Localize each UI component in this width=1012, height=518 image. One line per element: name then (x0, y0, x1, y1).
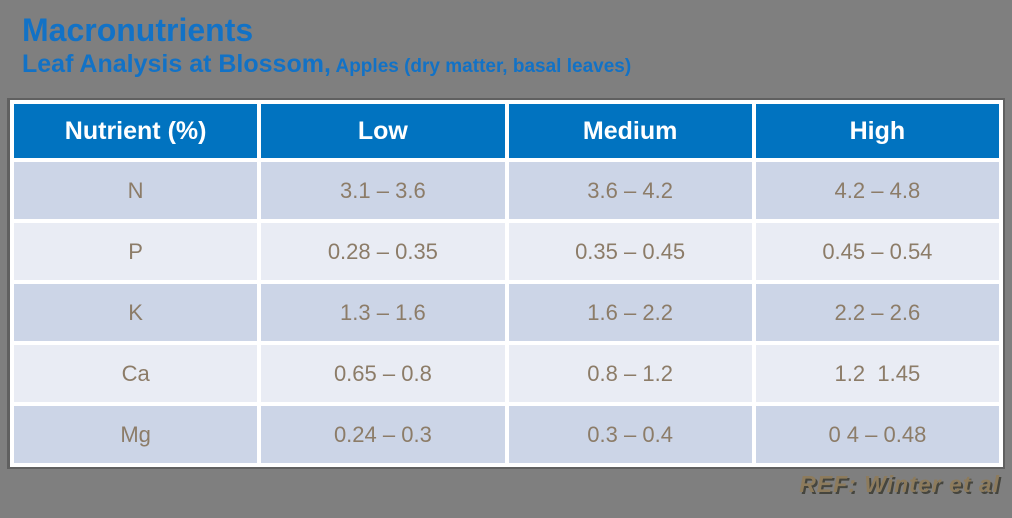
col-header-low: Low (261, 104, 505, 158)
high-cell: 0.45 – 0.54 (755, 223, 999, 280)
high-cell: 1.2 1.45 (755, 345, 999, 402)
page-title: Macronutrients (22, 12, 254, 48)
low-cell: 0.65 – 0.8 (261, 345, 505, 402)
nutrient-cell: K (14, 284, 258, 341)
subtitle-detail: Apples (dry matter, basal leaves) (330, 56, 632, 77)
low-cell: 0.28 – 0.35 (261, 223, 505, 280)
nutrient-cell: N (14, 162, 258, 219)
reference-text: REF: Winter et al (799, 471, 1000, 497)
nutrient-cell: Mg (14, 406, 258, 463)
table-row-n: N 3.1 – 3.6 3.6 – 4.2 4.2 – 4.8 (14, 162, 999, 219)
table-row-mg: Mg 0.24 – 0.3 0.3 – 0.4 0 4 – 0.48 (14, 406, 999, 463)
low-cell: 1.3 – 1.6 (261, 284, 505, 341)
high-cell: 2.2 – 2.6 (755, 284, 999, 341)
table-row-ca: Ca 0.65 – 0.8 0.8 – 1.2 1.2 1.45 (14, 345, 999, 402)
medium-cell: 0.3 – 0.4 (508, 406, 752, 463)
nutrient-table: Nutrient (%) Low Medium High N 3.1 – 3.6… (7, 98, 1005, 469)
table-row-p: P 0.28 – 0.35 0.35 – 0.45 0.45 – 0.54 (14, 223, 999, 280)
medium-cell: 0.8 – 1.2 (508, 345, 752, 402)
col-header-nutrient: Nutrient (%) (14, 104, 258, 158)
col-header-high: High (755, 104, 999, 158)
page-subtitle: Leaf Analysis at Blossom, Apples (dry ma… (22, 50, 632, 79)
table-header-row: Nutrient (%) Low Medium High (14, 104, 999, 158)
high-cell: 4.2 – 4.8 (755, 162, 999, 219)
title-block: Macronutrients Leaf Analysis at Blossom,… (22, 10, 631, 79)
low-cell: 0.24 – 0.3 (261, 406, 505, 463)
col-header-medium: Medium (508, 104, 752, 158)
medium-cell: 0.35 – 0.45 (508, 223, 752, 280)
high-cell: 0 4 – 0.48 (755, 406, 999, 463)
table-row-k: K 1.3 – 1.6 1.6 – 2.2 2.2 – 2.6 (14, 284, 999, 341)
low-cell: 3.1 – 3.6 (261, 162, 505, 219)
subtitle-main: Leaf Analysis at Blossom, (22, 50, 331, 78)
nutrient-cell: Ca (14, 345, 258, 402)
medium-cell: 3.6 – 4.2 (508, 162, 752, 219)
medium-cell: 1.6 – 2.2 (508, 284, 752, 341)
nutrient-cell: P (14, 223, 258, 280)
